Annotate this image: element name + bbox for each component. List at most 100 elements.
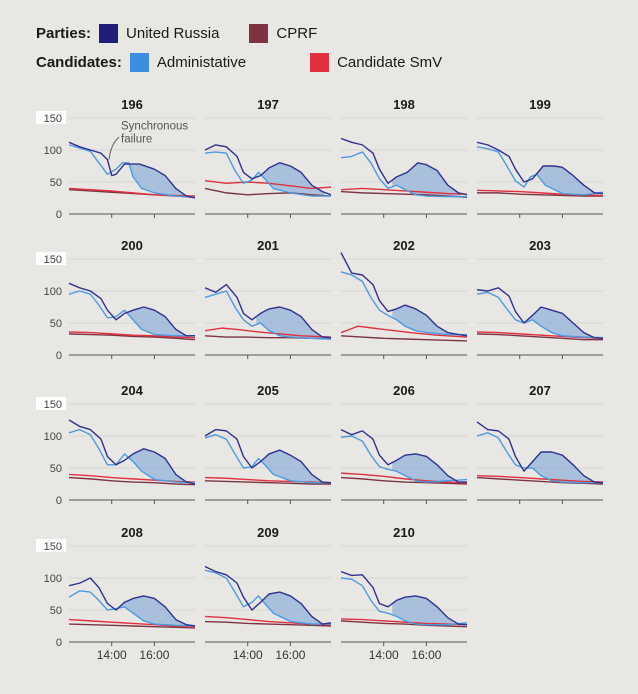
- panel-title: 205: [257, 383, 279, 398]
- series-line-united-russia: [204, 144, 332, 196]
- y-tick-label: 0: [56, 209, 62, 221]
- panel-title: 199: [529, 97, 551, 112]
- series-line-administative: [204, 569, 331, 625]
- panel-title: 208: [121, 525, 143, 540]
- series-line-administative: [476, 432, 603, 484]
- gap-area: [120, 162, 189, 197]
- panel-title: 196: [121, 97, 143, 112]
- panel-198: 198: [340, 97, 468, 218]
- tick-label-bg: [36, 397, 66, 410]
- annotation-text: failure: [121, 134, 152, 146]
- legend-parties-title: Parties:: [36, 25, 92, 42]
- legend-swatch-united-russia: [99, 24, 119, 43]
- series-line-candidate-smv: [340, 325, 468, 338]
- y-tick-label: 0: [56, 637, 62, 649]
- series-line-candidate-smv: [204, 327, 332, 338]
- panel-209: 209 14:00 16:00: [204, 525, 332, 662]
- y-tick-label: 50: [50, 605, 62, 617]
- y-tick-label: 100: [44, 431, 62, 443]
- series-line-united-russia: [476, 421, 604, 484]
- series-line-administative: [68, 290, 195, 337]
- legend-swatch-candidate-smv: [310, 53, 330, 72]
- x-tick-label: 14:00: [369, 648, 399, 662]
- gap-area: [528, 452, 597, 483]
- y-tick-label: 150: [44, 541, 62, 553]
- series-line-cprf: [477, 192, 603, 197]
- y-tick-label: 100: [44, 286, 62, 298]
- panel-201: 201: [204, 238, 332, 359]
- series-line-cprf: [204, 620, 332, 627]
- series-line-administative: [340, 271, 467, 336]
- series-line-united-russia: [68, 577, 196, 627]
- x-tick-label: 16:00: [411, 648, 441, 662]
- series-line-cprf: [340, 476, 468, 485]
- series-line-administative: [340, 435, 468, 483]
- legend-label-united-russia: United Russia: [126, 25, 220, 42]
- x-tick-label: 14:00: [97, 648, 127, 662]
- legend: Parties: United Russia CPRF Candidates: …: [0, 0, 638, 80]
- series-line-cprf: [68, 333, 196, 341]
- panel-199: 199: [476, 97, 604, 218]
- series-line-cprf: [204, 187, 332, 197]
- panel-title: 201: [257, 238, 279, 253]
- legend-item-candidate-smv: Candidate SmV: [310, 53, 442, 72]
- x-tick-label: 14:00: [233, 648, 263, 662]
- gap-area: [120, 595, 189, 626]
- y-tick-label: 50: [50, 318, 62, 330]
- panel-203: 203: [476, 238, 604, 359]
- series-line-administative: [204, 290, 332, 340]
- panel-204: 204 0 50 100 150: [36, 383, 196, 507]
- panel-title: 197: [257, 97, 279, 112]
- panel-title: 209: [257, 525, 279, 540]
- panel-205: 205: [204, 383, 332, 504]
- panel-200: 200 0 50 100 150: [36, 238, 196, 362]
- y-tick-label: 150: [44, 254, 62, 266]
- gap-area: [120, 307, 189, 336]
- series-line-united-russia: [68, 141, 196, 199]
- y-tick-label: 0: [56, 350, 62, 362]
- gap-area: [256, 162, 325, 197]
- series-line-united-russia: [204, 565, 332, 625]
- panel-202: 202: [340, 238, 468, 359]
- panel-title: 204: [121, 383, 143, 398]
- legend-item-cprf: CPRF: [249, 24, 317, 43]
- series-line-administative: [476, 291, 604, 339]
- panel-title: 206: [393, 383, 415, 398]
- series-line-cprf: [476, 333, 603, 341]
- series-line-administative: [68, 144, 196, 199]
- series-line-cprf: [204, 480, 331, 485]
- series-line-administative: [340, 151, 467, 198]
- panel-208: 208 0 50 100 150 14:00 16:00: [36, 525, 196, 662]
- series-line-candidate-smv: [68, 331, 196, 339]
- series-line-cprf: [68, 623, 196, 629]
- series-line-united-russia: [340, 570, 468, 626]
- panel-title: 210: [393, 525, 415, 540]
- series-line-administative: [476, 146, 604, 196]
- series-line-administative: [340, 577, 468, 626]
- legend-candidates-title: Candidates:: [36, 54, 122, 71]
- x-tick-label: 16:00: [275, 648, 305, 662]
- y-tick-label: 150: [44, 113, 62, 125]
- y-tick-label: 150: [44, 399, 62, 411]
- series-line-administative: [204, 434, 331, 484]
- legend-item-united-russia: United Russia: [99, 24, 219, 43]
- series-line-candidate-smv: [340, 472, 468, 484]
- gap-area: [392, 453, 461, 483]
- panel-title: 202: [393, 238, 415, 253]
- gap-area: [120, 448, 189, 483]
- series-line-united-russia: [476, 287, 604, 340]
- series-line-united-russia: [340, 428, 467, 483]
- gap-area: [256, 450, 325, 483]
- series-line-cprf: [68, 476, 196, 486]
- gap-area: [392, 595, 461, 625]
- legend-label-candidate-smv: Candidate SmV: [337, 54, 443, 71]
- panel-206: 206: [340, 383, 468, 504]
- legend-item-administrative: Administative: [129, 53, 246, 72]
- series-line-united-russia: [340, 137, 468, 196]
- annotation-text: Synchronous: [121, 121, 188, 133]
- series-line-cprf: [340, 620, 468, 628]
- y-tick-label: 0: [56, 495, 62, 507]
- gap-area: [528, 166, 597, 195]
- panel-title: 207: [529, 383, 551, 398]
